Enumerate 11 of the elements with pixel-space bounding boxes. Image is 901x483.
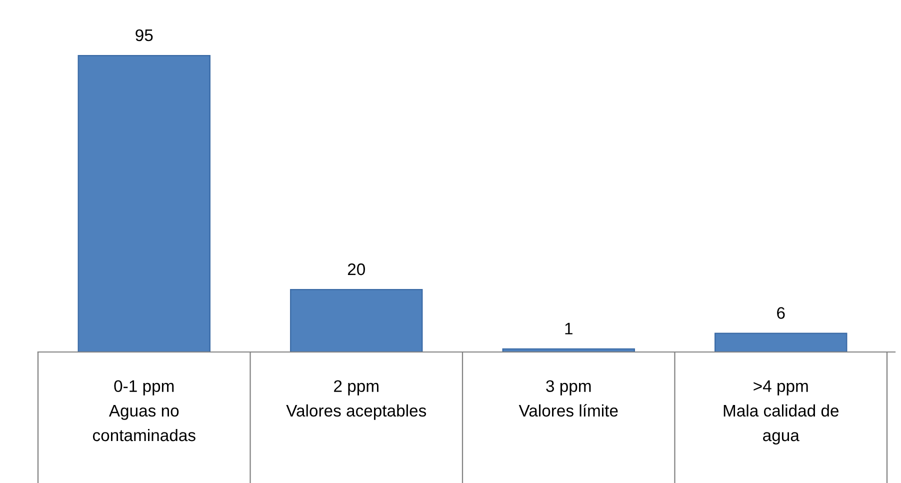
x-tick-label: 0-1 ppm Aguas no contaminadas bbox=[92, 380, 196, 442]
x-tick-label: 2 ppm Valores aceptables bbox=[286, 380, 426, 420]
bar bbox=[714, 332, 848, 352]
data-label: 95 bbox=[136, 29, 153, 42]
data-label: 20 bbox=[348, 263, 365, 276]
bar bbox=[78, 55, 210, 352]
x-tick-label: 3 ppm Valores límite bbox=[518, 380, 618, 417]
x-tick-label: >4 ppm Mala calidad de agua bbox=[724, 380, 839, 445]
data-label: 6 bbox=[777, 307, 785, 319]
data-label: 1 bbox=[565, 322, 572, 334]
bar bbox=[290, 289, 423, 352]
